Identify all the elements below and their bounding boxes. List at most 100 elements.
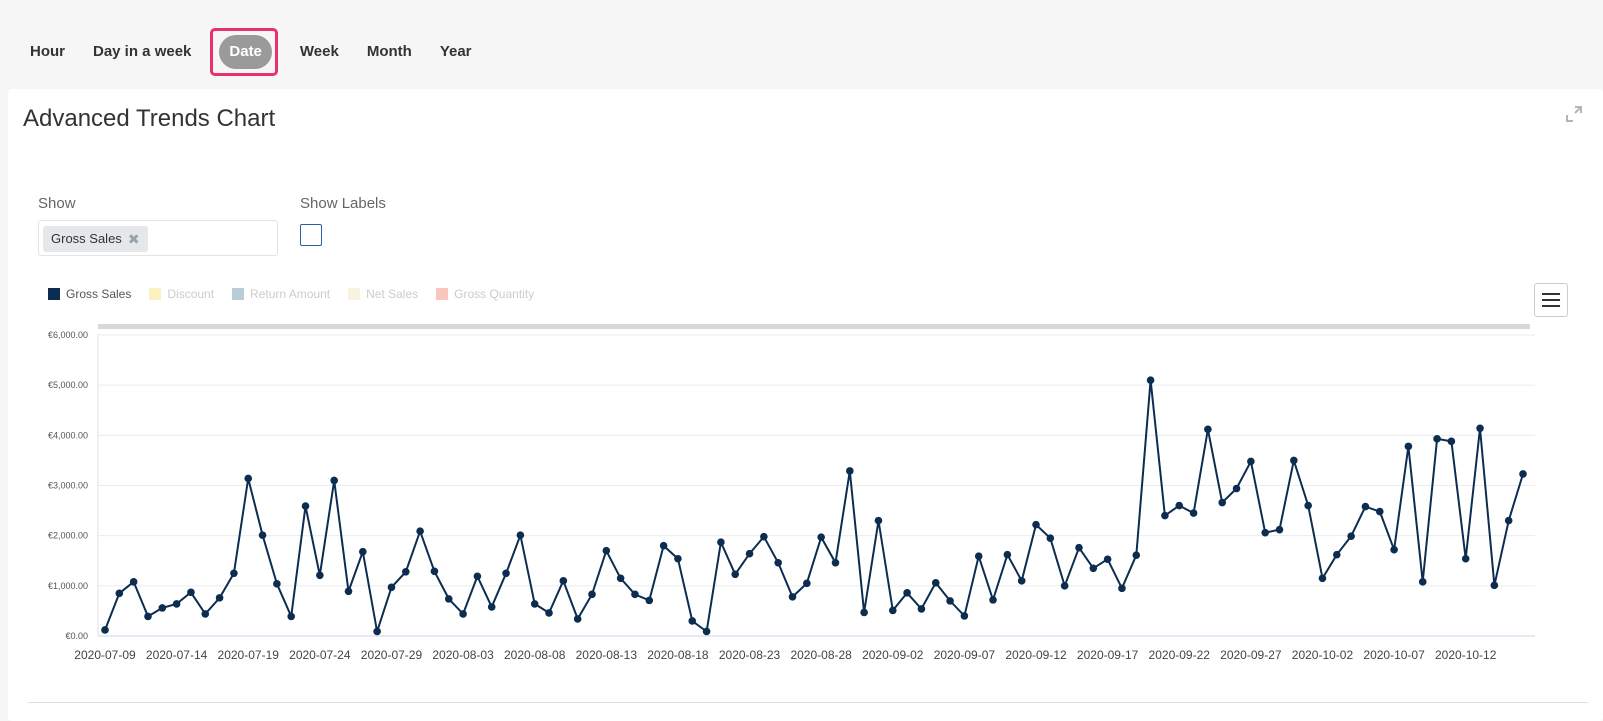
x-tick-label: 2020-09-27 bbox=[1220, 648, 1282, 662]
data-point bbox=[903, 589, 911, 597]
show-labels-label: Show Labels bbox=[300, 195, 386, 212]
data-point bbox=[530, 600, 539, 608]
x-tick-label: 2020-08-13 bbox=[576, 648, 638, 662]
data-point bbox=[1161, 511, 1169, 520]
expand-icon[interactable] bbox=[1565, 105, 1583, 123]
data-point bbox=[373, 627, 381, 636]
data-point bbox=[1332, 550, 1341, 559]
navigator-bar bbox=[98, 324, 1530, 329]
data-point bbox=[487, 603, 496, 611]
data-point bbox=[330, 476, 338, 485]
data-point bbox=[989, 596, 997, 604]
data-point bbox=[1218, 498, 1227, 507]
data-point bbox=[1075, 543, 1083, 552]
data-point bbox=[1490, 581, 1499, 590]
data-point bbox=[702, 627, 711, 636]
data-point bbox=[1046, 534, 1055, 542]
data-point bbox=[1032, 520, 1040, 529]
legend-return-amount[interactable]: Return Amount bbox=[232, 287, 330, 301]
data-point bbox=[645, 596, 654, 605]
data-point bbox=[401, 567, 410, 576]
x-tick-label: 2020-09-02 bbox=[862, 648, 924, 662]
legend-label: Net Sales bbox=[366, 287, 419, 301]
data-point bbox=[1003, 550, 1012, 559]
x-tick-label: 2020-07-14 bbox=[146, 648, 208, 662]
data-point bbox=[316, 571, 324, 580]
show-select[interactable]: Gross Sales ✖ bbox=[38, 220, 278, 256]
data-point bbox=[444, 595, 453, 603]
data-point bbox=[817, 533, 825, 541]
tab-year[interactable]: Year bbox=[439, 43, 472, 60]
y-tick-label: €3,000.00 bbox=[48, 481, 88, 491]
panel-divider bbox=[28, 702, 1588, 703]
data-point bbox=[860, 608, 868, 617]
tab-month[interactable]: Month bbox=[366, 43, 412, 60]
data-point bbox=[115, 589, 124, 598]
data-point bbox=[917, 605, 926, 613]
data-point bbox=[559, 577, 568, 585]
data-point bbox=[1476, 424, 1484, 433]
data-point bbox=[946, 597, 954, 605]
chip-remove-icon[interactable]: ✖ bbox=[127, 231, 140, 247]
data-point bbox=[230, 569, 238, 578]
data-point bbox=[1146, 376, 1155, 384]
y-tick-label: €5,000.00 bbox=[48, 380, 88, 390]
data-point bbox=[1290, 456, 1298, 465]
x-tick-label: 2020-07-19 bbox=[218, 648, 280, 662]
x-tick-label: 2020-08-28 bbox=[790, 648, 852, 662]
legend-swatch bbox=[436, 288, 449, 300]
x-tick-label: 2020-08-08 bbox=[504, 648, 566, 662]
panel-title: Advanced Trends Chart bbox=[23, 105, 276, 132]
data-point bbox=[502, 569, 510, 578]
tab-hour[interactable]: Hour bbox=[30, 43, 65, 60]
data-point bbox=[430, 567, 439, 576]
legend-label: Return Amount bbox=[250, 287, 331, 301]
legend-swatch bbox=[48, 288, 60, 300]
show-labels-checkbox[interactable] bbox=[300, 224, 322, 246]
data-point bbox=[1361, 502, 1370, 511]
tab-week[interactable]: Week bbox=[299, 43, 339, 60]
tab-date[interactable]: Date bbox=[205, 35, 286, 69]
legend-net-sales[interactable]: Net Sales bbox=[348, 287, 418, 301]
data-point bbox=[1189, 509, 1198, 517]
data-point bbox=[659, 541, 668, 550]
x-tick-label: 2020-09-12 bbox=[1005, 648, 1067, 662]
legend-label: Gross Quantity bbox=[454, 287, 535, 301]
chart-menu-button[interactable] bbox=[1534, 283, 1568, 317]
x-tick-label: 2020-07-29 bbox=[361, 648, 423, 662]
data-point bbox=[545, 609, 553, 617]
legend-gross-quantity[interactable]: Gross Quantity bbox=[436, 287, 534, 301]
data-point bbox=[874, 516, 883, 525]
legend-label: Discount bbox=[167, 287, 215, 301]
tab-date-label: Date bbox=[219, 35, 272, 69]
data-point bbox=[1275, 525, 1284, 534]
data-point bbox=[1318, 574, 1327, 583]
x-tick-label: 2020-07-24 bbox=[289, 648, 351, 662]
data-point bbox=[631, 590, 639, 599]
data-point bbox=[359, 547, 367, 556]
data-point bbox=[473, 572, 482, 581]
x-tick-label: 2020-08-03 bbox=[432, 648, 494, 662]
show-label: Show bbox=[38, 195, 76, 212]
legend-swatch bbox=[232, 288, 245, 300]
data-point bbox=[1304, 501, 1312, 510]
data-point bbox=[616, 574, 625, 583]
y-tick-label: €4,000.00 bbox=[48, 430, 88, 440]
legend-swatch bbox=[348, 288, 361, 300]
data-point bbox=[1261, 528, 1269, 537]
data-point bbox=[760, 532, 768, 541]
data-point bbox=[1132, 551, 1141, 560]
legend-gross-sales[interactable]: Gross Sales bbox=[48, 287, 131, 301]
data-point bbox=[588, 590, 596, 599]
data-point bbox=[688, 617, 697, 625]
data-point bbox=[1089, 564, 1098, 573]
gross-sales-line bbox=[104, 379, 1524, 634]
data-point bbox=[287, 612, 296, 621]
data-point bbox=[1418, 578, 1427, 586]
data-point bbox=[974, 552, 983, 561]
trend-chart: €0.00 €1,000.00 €2,000.00 €3,000.00 €4,000.0… bbox=[48, 324, 1535, 662]
legend-discount[interactable]: Discount bbox=[149, 287, 214, 301]
y-tick-label: €0.00 bbox=[65, 631, 88, 641]
data-point bbox=[1118, 584, 1126, 593]
tab-day-in-a-week[interactable]: Day in a week bbox=[93, 43, 192, 60]
